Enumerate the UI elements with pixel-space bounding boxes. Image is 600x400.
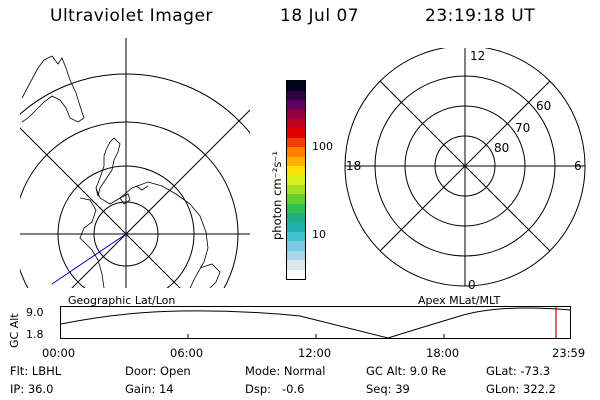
date-label: 18 Jul 07 bbox=[280, 6, 360, 26]
seq-info: Seq: 39 bbox=[366, 382, 410, 396]
mlt-label-midnight: 0 bbox=[468, 278, 476, 292]
mlat-label-60: 60 bbox=[536, 99, 551, 113]
color-scale-segment bbox=[287, 241, 305, 251]
glon-info: GLon: 322.2 bbox=[486, 382, 556, 396]
color-scale-segment bbox=[287, 156, 305, 166]
color-scale-segment bbox=[287, 222, 305, 232]
color-scale-segment bbox=[287, 260, 305, 270]
colorbar-tick-100: 100 bbox=[312, 140, 333, 153]
time-tick-1800: 18:00 bbox=[426, 346, 460, 360]
time-tick-2359: 23:59 bbox=[552, 346, 586, 360]
color-scale-segment bbox=[287, 165, 305, 176]
latitude-circle bbox=[20, 73, 250, 134]
color-scale-segment bbox=[287, 184, 305, 195]
color-scale-segment bbox=[287, 90, 305, 100]
dsp-info: Dsp: -0.6 bbox=[245, 382, 305, 396]
gain-info: Gain: 14 bbox=[125, 382, 174, 396]
altitude-timeline bbox=[60, 306, 572, 339]
altitude-axis-label: GC Alt bbox=[8, 313, 21, 348]
color-scale-segment bbox=[287, 128, 305, 138]
time-tick-0000: 00:00 bbox=[42, 346, 76, 360]
timeline-frame bbox=[60, 306, 571, 339]
gc-alt-info: GC Alt: 9.0 Re bbox=[366, 364, 447, 378]
color-scale-segment bbox=[287, 109, 305, 119]
color-scale-segment bbox=[287, 147, 305, 157]
meridian-line bbox=[20, 127, 181, 288]
mlt-label-dusk: 18 bbox=[346, 159, 361, 173]
color-scale-segment bbox=[287, 175, 305, 185]
glat-info: GLat: -73.3 bbox=[486, 364, 551, 378]
magnetic-panel-label: Apex MLat/MLT bbox=[418, 294, 501, 307]
color-scale-segment bbox=[287, 231, 305, 242]
altitude-top-tick: 9.0 bbox=[26, 306, 44, 319]
mlt-line bbox=[379, 80, 551, 252]
mode-info: Mode: Normal bbox=[245, 364, 326, 378]
color-scale-segment bbox=[287, 194, 305, 204]
ip-info: IP: 36.0 bbox=[10, 382, 54, 396]
color-scale-segment bbox=[287, 99, 305, 110]
color-scale-segment bbox=[287, 137, 305, 148]
meridian-line bbox=[71, 109, 250, 288]
color-scale-segment bbox=[287, 118, 305, 129]
color-scale-bar bbox=[286, 80, 306, 280]
altitude-curve bbox=[60, 307, 572, 339]
magnetic-polar-plot: 12 18 6 0 60 70 80 bbox=[344, 48, 586, 292]
coastline bbox=[21, 55, 221, 288]
satellite-track bbox=[51, 233, 127, 285]
filter-info: Flt: LBHL bbox=[10, 364, 62, 378]
instrument-title: Ultraviolet Imager bbox=[50, 6, 213, 26]
mlt-label-noon: 12 bbox=[470, 49, 485, 63]
geographic-map bbox=[20, 38, 250, 288]
mlat-label-70: 70 bbox=[515, 121, 530, 135]
door-info: Door: Open bbox=[125, 364, 191, 378]
color-scale-segment bbox=[287, 213, 305, 223]
time-label: 23:19:18 UT bbox=[425, 6, 536, 26]
color-scale-segment bbox=[287, 81, 305, 91]
time-tick-1200: 12:00 bbox=[298, 346, 332, 360]
colorbar-tick-10: 10 bbox=[312, 228, 326, 241]
geographic-panel-label: Geographic Lat/Lon bbox=[68, 294, 176, 307]
altitude-bottom-tick: 1.8 bbox=[26, 328, 44, 341]
mlat-label-80: 80 bbox=[494, 141, 509, 155]
color-scale-segment bbox=[287, 203, 305, 214]
mlt-label-dawn: 6 bbox=[574, 159, 582, 173]
colorbar-unit-label: photon cm⁻²s⁻¹ bbox=[270, 151, 284, 240]
color-scale-segment bbox=[287, 250, 305, 261]
color-scale-segment bbox=[287, 269, 305, 279]
time-tick-0600: 06:00 bbox=[170, 346, 204, 360]
